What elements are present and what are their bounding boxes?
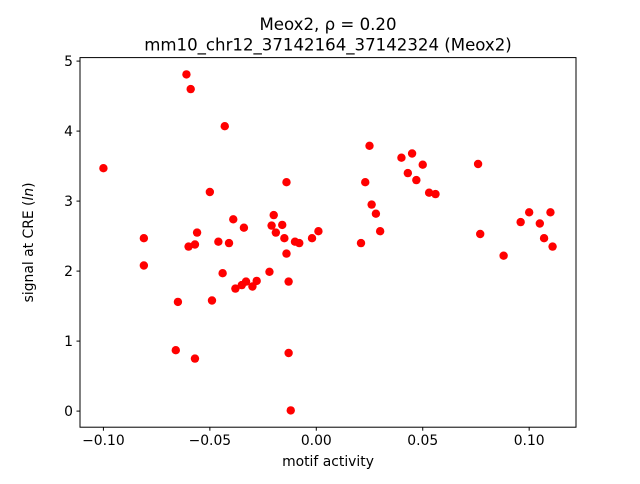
data-point (207, 296, 217, 305)
data-point (418, 160, 427, 169)
data-point (535, 219, 545, 228)
x-tick-label: −0.05 (189, 433, 232, 449)
data-point (499, 251, 508, 260)
data-point (284, 277, 293, 286)
y-tick-label: 5 (64, 54, 73, 70)
data-point (356, 238, 366, 248)
data-point (220, 122, 229, 131)
data-point (476, 229, 485, 239)
x-tick-label: 0.10 (514, 433, 545, 449)
data-point (265, 267, 274, 276)
x-axis-ticks: −0.10 −0.05 0.00 0.05 0.10 (82, 427, 545, 449)
data-point (407, 149, 417, 158)
y-tick-label: 2 (64, 264, 73, 280)
data-point (314, 227, 323, 236)
axes-background (79, 57, 577, 428)
data-point (424, 188, 434, 197)
data-point (295, 238, 304, 248)
y-axis-label-italic: ln (21, 188, 37, 201)
data-point (473, 159, 483, 169)
data-point (214, 237, 223, 246)
data-point (286, 406, 295, 415)
data-point (282, 178, 291, 187)
data-point (361, 178, 370, 187)
data-point (241, 277, 251, 286)
data-point (231, 284, 240, 293)
data-point (190, 354, 200, 363)
data-point (367, 200, 376, 209)
chart-title: Meox2, ρ = 0.20 (259, 15, 396, 34)
data-point (192, 228, 202, 237)
data-point (239, 223, 249, 232)
data-point (139, 234, 149, 243)
data-point (171, 346, 180, 355)
data-point (184, 242, 193, 251)
data-point (516, 217, 525, 227)
data-point (182, 70, 191, 79)
y-tick-label: 0 (64, 404, 73, 420)
data-point (186, 84, 195, 94)
data-point (99, 164, 108, 173)
x-tick-label: 0.00 (301, 433, 332, 449)
data-point (524, 208, 534, 217)
data-point (252, 276, 261, 286)
x-axis-label: motif activity (282, 454, 374, 470)
y-tick-label: 3 (64, 194, 73, 210)
y-axis-label: signal at CRE (ln) (21, 182, 37, 302)
data-point (431, 189, 440, 199)
data-point (173, 297, 183, 307)
data-point (282, 249, 291, 258)
chart-subtitle: mm10_chr12_37142164_37142324 (Meox2) (144, 36, 512, 56)
y-axis-label-suffix: ) (21, 182, 37, 187)
data-point (267, 221, 276, 230)
data-point (412, 175, 421, 185)
y-tick-label: 1 (64, 334, 73, 350)
data-point (375, 227, 385, 236)
x-tick-label: 0.05 (407, 433, 438, 449)
data-point (397, 153, 406, 162)
data-point (546, 208, 555, 217)
data-point (307, 234, 317, 243)
data-point (539, 234, 549, 243)
data-point (218, 269, 227, 278)
y-axis-ticks: 0 1 2 3 4 5 (64, 54, 80, 420)
data-point (229, 215, 238, 224)
data-point (190, 240, 200, 249)
y-axis-label-prefix: signal at CRE ( (21, 201, 37, 303)
data-point (269, 210, 278, 220)
x-tick-label: −0.10 (82, 433, 125, 449)
data-point (371, 209, 381, 218)
y-tick-label: 4 (64, 124, 73, 140)
data-point (205, 187, 215, 197)
data-point (548, 242, 557, 251)
data-point (403, 168, 413, 178)
data-point (280, 234, 289, 243)
data-point (224, 238, 234, 248)
data-points (99, 70, 557, 415)
data-point (271, 228, 281, 237)
data-point (139, 261, 149, 270)
data-point (365, 141, 374, 150)
data-point (278, 220, 287, 230)
data-point (284, 348, 293, 358)
